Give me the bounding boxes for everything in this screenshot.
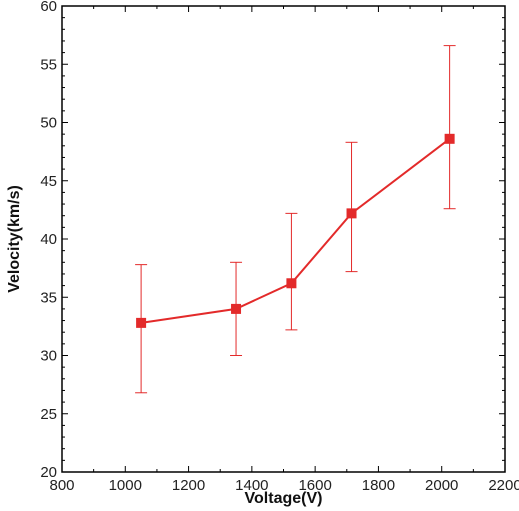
y-tick-label: 25 xyxy=(40,406,57,423)
x-axis: 800 1000 1200 1400 1600 1800 2000 2200 xyxy=(49,6,519,494)
plot-area xyxy=(61,5,506,473)
x-tick-label: 1000 xyxy=(109,477,142,494)
data-point xyxy=(346,208,357,219)
y-tick-label: 60 xyxy=(40,0,57,15)
x-axis-title: Voltage(V) xyxy=(245,490,323,507)
x-tick-label: 2200 xyxy=(488,477,519,494)
data-point xyxy=(231,303,242,314)
y-axis: 20 25 30 35 40 45 50 55 60 xyxy=(40,0,505,481)
y-tick-label: 55 xyxy=(40,56,57,73)
y-tick-label: 20 xyxy=(40,464,57,481)
y-tick-label: 45 xyxy=(40,173,57,190)
x-tick-label: 1600 xyxy=(298,477,331,494)
x-tick-label: 1200 xyxy=(172,477,205,494)
y-axis-title: Velocity(km/s) xyxy=(6,185,23,293)
y-tick-label: 30 xyxy=(40,348,57,365)
y-tick-label: 35 xyxy=(40,289,57,306)
y-tick-label: 50 xyxy=(40,115,57,132)
x-tick-label: 1400 xyxy=(235,477,268,494)
plot-border xyxy=(61,5,506,473)
data-point xyxy=(286,278,297,289)
data-point xyxy=(136,317,147,328)
x-tick-label: 800 xyxy=(49,477,74,494)
data-point xyxy=(444,133,455,144)
x-tick-label: 1800 xyxy=(362,477,395,494)
series-line xyxy=(140,138,451,324)
y-tick-label: 40 xyxy=(40,231,57,248)
x-tick-label: 2000 xyxy=(425,477,458,494)
series xyxy=(135,45,456,394)
